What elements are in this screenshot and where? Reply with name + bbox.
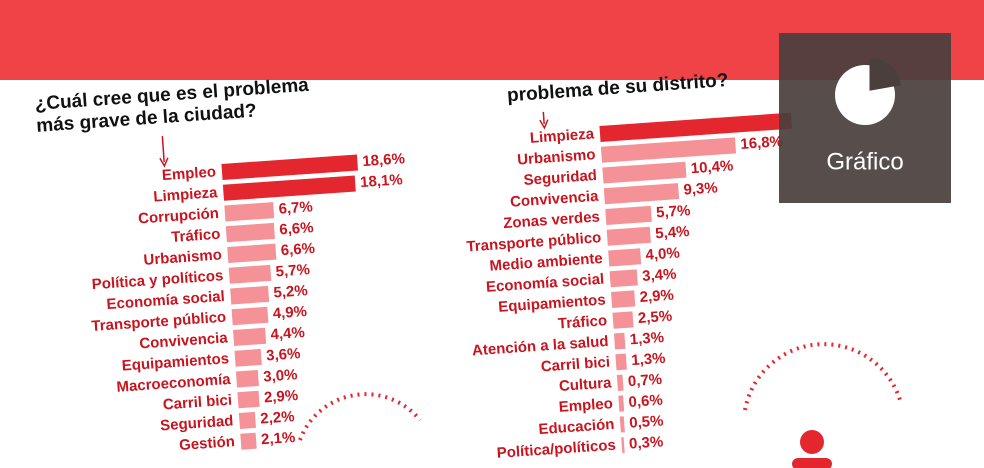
value-label: 4,0% [645, 245, 680, 264]
pie-icon-slice [869, 57, 901, 91]
value-label: 9,3% [683, 179, 718, 198]
bar [231, 306, 269, 326]
arrow [542, 111, 545, 124]
category-label: Gestión [179, 433, 236, 454]
bar [605, 205, 652, 225]
person-icon [792, 458, 832, 468]
value-label: 2,5% [637, 308, 672, 327]
bar [608, 248, 642, 267]
bar [228, 264, 272, 284]
category-label: Seguridad [523, 167, 597, 189]
value-label: 18,1% [360, 171, 404, 191]
bar [613, 332, 626, 350]
category-label: Carril bici [540, 354, 610, 376]
arrow-head [539, 119, 549, 130]
bar [221, 154, 359, 180]
category-label: Equipamientos [498, 291, 606, 315]
category-label: Empleo [558, 395, 613, 416]
arrow [161, 136, 165, 163]
bar [619, 416, 625, 433]
bar [224, 202, 275, 222]
value-label: 6,7% [278, 198, 313, 217]
bar [222, 175, 356, 201]
category-label: Urbanismo [143, 246, 222, 268]
category-label: Carril bici [162, 392, 232, 414]
bar [618, 395, 625, 412]
bar [606, 226, 651, 246]
category-label: Urbanismo [517, 146, 596, 168]
bar [240, 432, 257, 450]
value-label: 5,7% [275, 261, 310, 280]
category-label: Empleo [161, 163, 216, 184]
bar [225, 222, 275, 243]
category-label: Educación [538, 416, 615, 438]
bar [602, 161, 687, 184]
bar [234, 348, 262, 367]
value-label: 4,4% [270, 324, 305, 343]
value-label: 1,3% [631, 350, 666, 369]
value-label: 6,6% [280, 240, 315, 259]
category-label: Zonas verdes [503, 208, 601, 232]
category-label: Tráfico [557, 312, 607, 332]
value-label: 3,0% [263, 366, 298, 385]
bar [233, 327, 267, 346]
bar [615, 353, 627, 371]
bar [616, 374, 624, 391]
value-label: 5,2% [273, 282, 308, 301]
bar [235, 369, 259, 388]
value-label: 0,5% [629, 412, 664, 431]
decoration [298, 342, 902, 441]
bar [609, 269, 638, 288]
category-label: Corrupción [138, 205, 220, 228]
category-label: Convivencia [510, 188, 600, 211]
arrow-head [159, 157, 169, 168]
value-label: 2,1% [261, 429, 296, 448]
value-label: 1,3% [629, 329, 664, 348]
value-label: 4,9% [272, 303, 307, 322]
value-label: 3,4% [642, 266, 677, 285]
value-label: 5,7% [656, 202, 691, 221]
dotted-arc [298, 392, 422, 441]
category-label: Tráfico [171, 226, 221, 246]
bar [230, 285, 270, 305]
category-label: Limpieza [529, 125, 595, 146]
bar [621, 437, 625, 454]
bar-chart: problema de su distrito?LimpiezaUrbanism… [466, 70, 793, 462]
bar [612, 311, 634, 329]
bar [600, 137, 737, 163]
value-label: 0,6% [628, 392, 663, 411]
category-label: Seguridad [160, 412, 234, 434]
bar [611, 290, 636, 308]
bar [227, 243, 277, 263]
person-icon [800, 430, 824, 454]
value-label: 3,6% [266, 345, 301, 364]
category-label: Limpieza [153, 184, 219, 205]
dotted-arc [743, 342, 902, 411]
bar [599, 112, 793, 142]
bar [238, 411, 256, 429]
value-label: 16,8% [740, 133, 784, 153]
value-label: 2,9% [263, 387, 298, 406]
category-label: Política/políticos [496, 437, 616, 462]
value-label: 0,7% [627, 371, 662, 390]
value-label: 2,9% [639, 287, 674, 306]
category-label: Cultura [558, 374, 612, 395]
bar [603, 183, 680, 205]
bar [237, 390, 260, 409]
overlay-label[interactable]: Gráfico [826, 148, 903, 175]
value-label: 0,3% [629, 433, 664, 452]
value-label: 6,6% [279, 219, 314, 238]
value-label: 18,6% [362, 150, 406, 170]
overlay[interactable]: Gráfico [779, 33, 951, 203]
value-label: 2,2% [260, 408, 295, 427]
value-label: 10,4% [690, 157, 734, 177]
category-label: Equipamientos [121, 350, 229, 374]
category-label: Convivencia [139, 329, 229, 352]
value-label: 5,4% [655, 223, 690, 242]
